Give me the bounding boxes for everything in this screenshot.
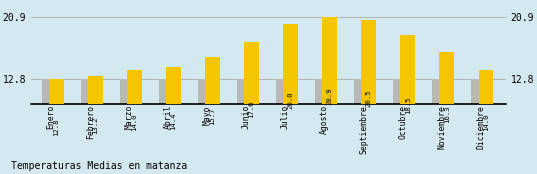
Bar bbox=[361, 20, 376, 174]
Bar bbox=[315, 79, 324, 174]
Bar bbox=[166, 66, 181, 174]
Text: 18.5: 18.5 bbox=[405, 97, 411, 114]
Bar bbox=[120, 79, 128, 174]
Text: 20.0: 20.0 bbox=[288, 91, 294, 109]
Bar bbox=[127, 70, 142, 174]
Bar bbox=[88, 76, 103, 174]
Bar bbox=[478, 70, 494, 174]
Bar bbox=[439, 52, 454, 174]
Bar bbox=[354, 79, 363, 174]
Bar bbox=[276, 79, 285, 174]
Bar bbox=[471, 79, 480, 174]
Text: 13.2: 13.2 bbox=[92, 117, 98, 135]
Text: 12.8: 12.8 bbox=[53, 118, 59, 136]
Bar bbox=[401, 35, 415, 174]
Bar bbox=[393, 79, 402, 174]
Text: 20.9: 20.9 bbox=[326, 88, 332, 105]
Bar bbox=[283, 24, 298, 174]
Bar bbox=[159, 79, 168, 174]
Text: 14.0: 14.0 bbox=[131, 114, 137, 131]
Text: 20.5: 20.5 bbox=[366, 89, 372, 107]
Bar bbox=[42, 79, 50, 174]
Bar bbox=[237, 79, 245, 174]
Bar bbox=[81, 79, 89, 174]
Bar bbox=[322, 17, 337, 174]
Bar bbox=[432, 79, 441, 174]
Bar bbox=[244, 42, 259, 174]
Text: 14.4: 14.4 bbox=[170, 112, 176, 130]
Bar bbox=[198, 79, 207, 174]
Text: Temperaturas Medias en matanza: Temperaturas Medias en matanza bbox=[11, 161, 187, 171]
Text: 16.3: 16.3 bbox=[444, 105, 450, 123]
Bar bbox=[49, 79, 63, 174]
Text: 14.0: 14.0 bbox=[483, 114, 489, 131]
Bar bbox=[205, 57, 220, 174]
Text: 15.7: 15.7 bbox=[209, 108, 215, 125]
Text: 17.6: 17.6 bbox=[249, 100, 255, 118]
